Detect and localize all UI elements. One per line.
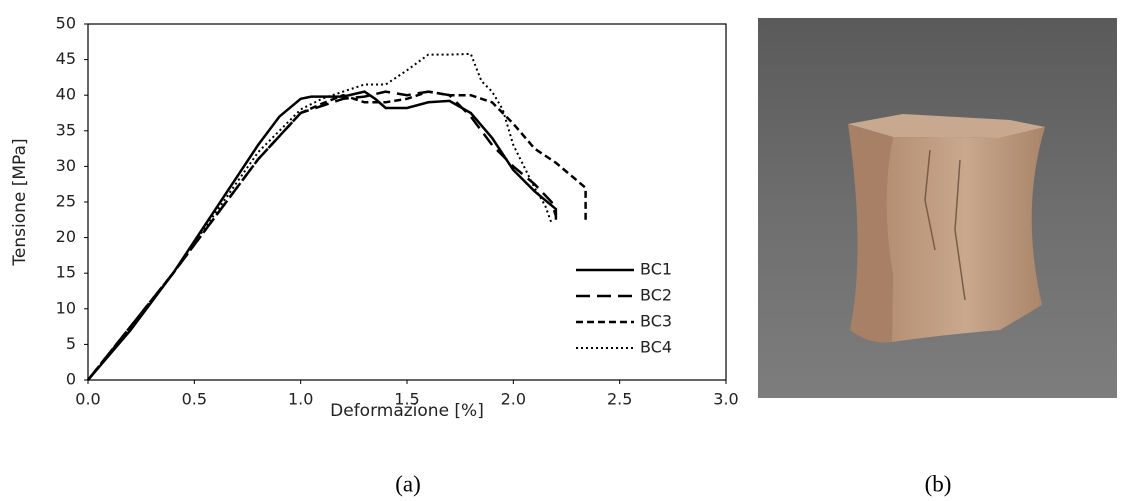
y-tick-label: 5 [66,334,76,353]
brick-top [848,114,1045,138]
legend-label: BC1 [640,260,672,279]
y-tick-label: 20 [56,227,76,246]
legend-label: BC2 [640,286,672,305]
line-series [87,90,587,381]
brick-front [886,127,1045,342]
brick-cracks [924,149,966,301]
line-series [87,90,558,381]
photo [758,18,1117,398]
x-tick-label: 2.5 [607,390,632,409]
y-tick-label: 25 [56,192,76,211]
y-tick-label: 0 [66,370,76,389]
x-tick-label: 0.0 [75,390,100,409]
legend-label: BC3 [640,312,672,331]
y-tick-label: 45 [56,49,76,68]
y-tick-label: 15 [56,263,76,282]
x-axis-title: Deformazione [%] [330,401,484,421]
x-tick-label: 1.0 [288,390,313,409]
caption: (a) [395,471,421,496]
y-tick-label: 30 [56,156,76,175]
y-tick-label: 50 [56,14,76,33]
plot-frame [87,23,727,381]
y-tick-label: 10 [56,298,76,317]
y-axis-title: Tensione [MPa] [10,138,30,266]
x-tick-label: 2.0 [501,390,526,409]
legend-label: BC4 [640,338,672,357]
x-tick-label: 0.5 [182,390,207,409]
y-tick-label: 35 [56,120,76,139]
brick-left [848,124,893,343]
x-tick-label: 1.5 [394,390,419,409]
x-tick-label: 3.0 [713,390,738,409]
caption: (b) [925,471,952,496]
line-series [87,52,553,381]
y-tick-label: 40 [56,85,76,104]
